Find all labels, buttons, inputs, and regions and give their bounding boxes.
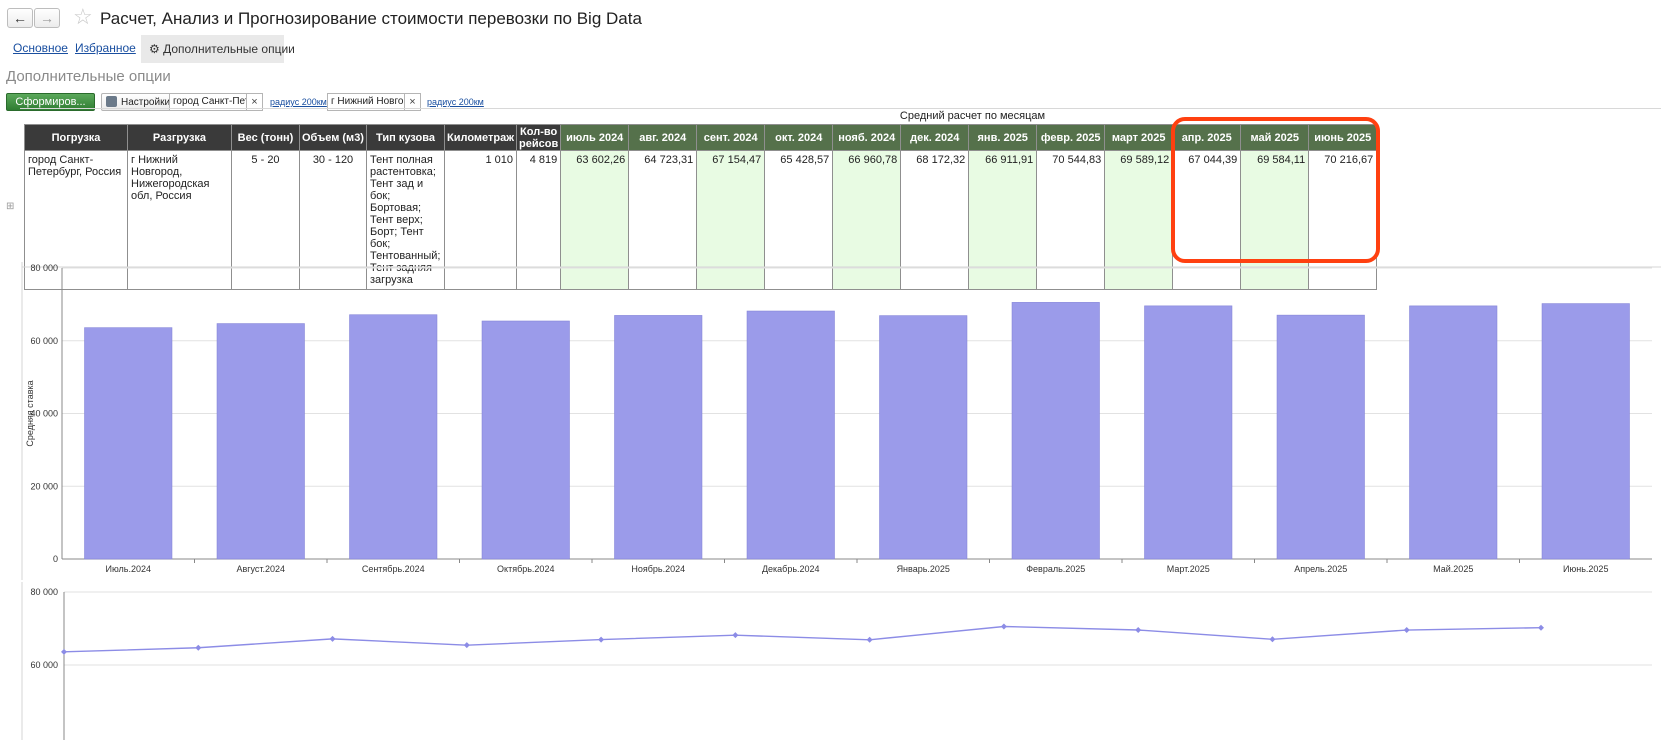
- bar-chart: 0 20 000 40 000 60 000 80 000 Средняя ставка И…: [21, 262, 1661, 580]
- y-tick-label: 40 000: [30, 409, 58, 419]
- data-point: [1135, 626, 1142, 633]
- x-tick-label: Январь.2025: [897, 564, 950, 574]
- y-axis-label: Средняя ставка: [25, 380, 35, 446]
- bar: [1144, 305, 1233, 560]
- x-tick-label: Октябрь.2024: [497, 564, 554, 574]
- forward-button[interactable]: →: [34, 8, 60, 28]
- x-tick-label: Февраль.2025: [1026, 564, 1085, 574]
- bar: [614, 315, 703, 560]
- cell-month-value[interactable]: 67 154,47: [696, 150, 766, 290]
- bar: [84, 327, 173, 560]
- x-tick-label: Август.2024: [236, 564, 285, 574]
- data-point: [329, 635, 336, 642]
- from-radius-link[interactable]: радиус 200км: [270, 97, 327, 107]
- page-title: Расчет, Анализ и Прогнозирование стоимос…: [100, 9, 642, 28]
- bar: [481, 320, 570, 560]
- tab-main[interactable]: Основное: [13, 41, 68, 55]
- column-header[interactable]: Километраж: [443, 124, 518, 151]
- column-header[interactable]: июль 2024: [560, 124, 630, 151]
- expand-icon[interactable]: ⊞: [6, 201, 15, 212]
- y-tick-label: 80 000: [30, 587, 58, 597]
- from-city-field[interactable]: город Санкт-Петерб: [169, 93, 247, 111]
- bar: [1276, 314, 1365, 560]
- data-point: [1269, 636, 1276, 643]
- to-radius-link[interactable]: радиус 200км: [427, 97, 484, 107]
- bar: [216, 323, 305, 560]
- data-point: [598, 636, 605, 643]
- table-header-row: Погрузка Разгрузка Вес (тонн) Объем (м3)…: [24, 124, 1378, 151]
- arrow-left-icon: ←: [13, 10, 27, 26]
- column-header[interactable]: Погрузка: [24, 124, 128, 151]
- bar: [1409, 305, 1498, 560]
- monthly-group-header: Средний расчет по месяцам: [899, 110, 1046, 122]
- column-header[interactable]: дек. 2024: [900, 124, 970, 151]
- data-point: [463, 642, 470, 649]
- column-header[interactable]: Тип кузова: [366, 124, 445, 151]
- y-tick-label: 80 000: [30, 263, 58, 273]
- x-tick-label: Март.2025: [1167, 564, 1210, 574]
- column-header[interactable]: нояб. 2024: [832, 124, 902, 151]
- bar: [1541, 303, 1630, 560]
- x-tick-label: Июнь.2025: [1563, 564, 1608, 574]
- column-header[interactable]: Кол-во рейсов: [516, 124, 562, 151]
- generate-button[interactable]: Сформиров...: [6, 93, 95, 111]
- arrow-right-icon: →: [40, 10, 54, 26]
- x-tick-label: Сентябрь.2024: [362, 564, 425, 574]
- x-tick-label: Июль.2024: [106, 564, 151, 574]
- tab-favorites[interactable]: Избранное: [75, 41, 136, 55]
- x-tick-label: Декабрь.2024: [762, 564, 820, 574]
- y-tick-label: 0: [53, 554, 58, 564]
- from-clear-button[interactable]: ×: [247, 93, 263, 111]
- column-header[interactable]: март 2025: [1104, 124, 1174, 151]
- y-tick-label: 20 000: [30, 481, 58, 491]
- data-point: [732, 632, 739, 639]
- bar: [349, 314, 438, 560]
- y-tick-label: 60 000: [30, 336, 58, 346]
- column-header[interactable]: сент. 2024: [696, 124, 766, 151]
- section-title: Дополнительные опции: [6, 68, 171, 85]
- settings-button[interactable]: Настройки: [101, 93, 173, 111]
- line-chart: 60 000 80 000: [21, 582, 1652, 740]
- column-header[interactable]: Разгрузка: [127, 124, 232, 151]
- bar: [879, 315, 968, 560]
- column-header[interactable]: май 2025: [1240, 124, 1310, 151]
- column-header[interactable]: авг. 2024: [628, 124, 698, 151]
- x-tick-label: Май.2025: [1433, 564, 1473, 574]
- highlight-annotation: [1171, 117, 1380, 263]
- settings-icon: [106, 96, 117, 107]
- tab-additional-options[interactable]: ⚙ Дополнительные опции: [141, 35, 295, 63]
- column-header[interactable]: Вес (тонн): [231, 124, 300, 151]
- back-button[interactable]: ←: [7, 8, 33, 28]
- star-icon[interactable]: ☆: [73, 4, 93, 29]
- y-tick-label: 60 000: [30, 660, 58, 670]
- column-header[interactable]: февр. 2025: [1036, 124, 1106, 151]
- data-point: [61, 648, 67, 655]
- settings-label: Настройки: [121, 97, 171, 108]
- data-point: [866, 636, 873, 643]
- bar: [1011, 302, 1100, 560]
- x-tick-label: Апрель.2025: [1294, 564, 1347, 574]
- to-clear-button[interactable]: ×: [405, 93, 421, 111]
- x-tick-label: Ноябрь.2024: [631, 564, 685, 574]
- report-frame: [20, 108, 1661, 741]
- column-header[interactable]: янв. 2025: [968, 124, 1038, 151]
- data-point: [195, 644, 202, 651]
- data-point: [1000, 623, 1007, 630]
- data-point: [1538, 624, 1544, 631]
- column-header[interactable]: окт. 2024: [764, 124, 834, 151]
- to-city-field[interactable]: г Нижний Новгород,: [327, 93, 405, 111]
- column-header[interactable]: Объем (м3): [299, 124, 367, 151]
- data-point: [1403, 627, 1410, 634]
- bar: [746, 310, 835, 560]
- series-line: [63, 625, 1542, 653]
